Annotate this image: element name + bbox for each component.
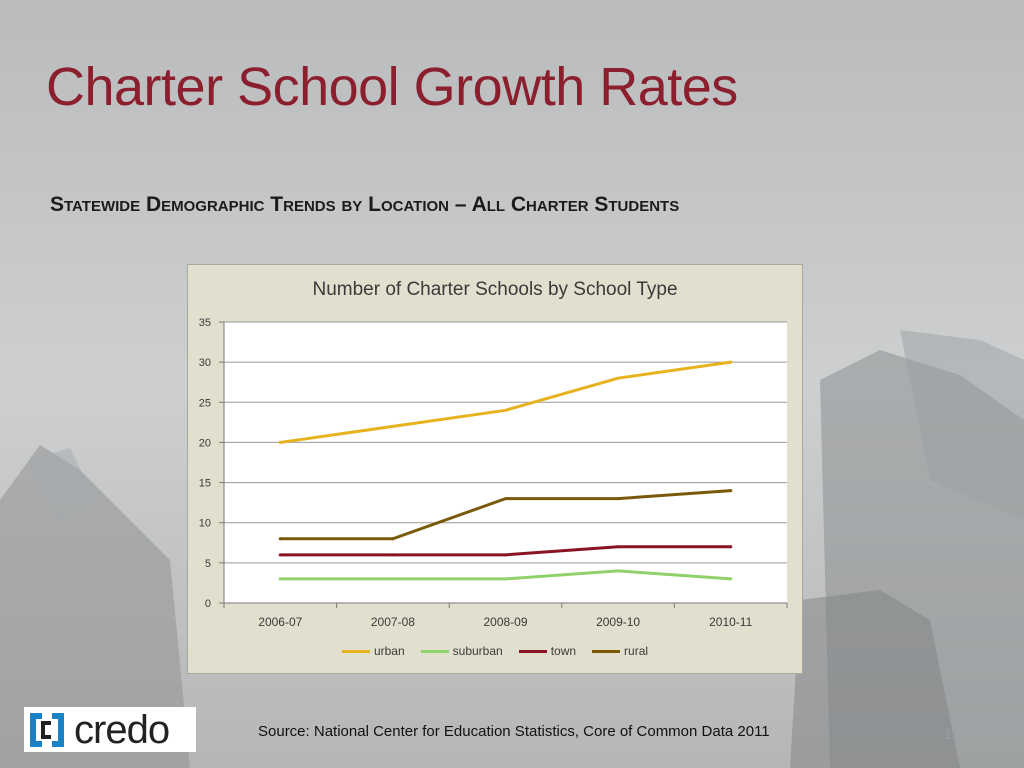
legend-swatch xyxy=(518,649,547,653)
y-tick-label: 30 xyxy=(199,357,211,369)
legend-label: rural xyxy=(624,644,649,658)
data-point-rural xyxy=(391,537,395,541)
slide-title: Charter School Growth Rates xyxy=(46,57,738,117)
page-number: 11 xyxy=(944,726,959,742)
credo-logo-text: credo xyxy=(74,707,170,752)
legend-item-rural: rural xyxy=(592,644,648,658)
data-point-rural xyxy=(504,497,507,501)
plot-area xyxy=(224,322,787,603)
data-point-rural xyxy=(729,489,733,493)
chart-panel: 0 5 10 15 20 25 30 35 2006-07 2007-08 2008-09 2009-… xyxy=(187,264,803,674)
data-point-town xyxy=(504,553,507,557)
data-point-urban xyxy=(616,376,620,380)
y-tick-label: 5 xyxy=(205,558,211,570)
data-point-urban xyxy=(391,424,395,428)
data-point-urban xyxy=(729,360,733,364)
data-point-suburban xyxy=(616,569,620,573)
legend-label: town xyxy=(550,644,577,658)
legend-label: suburban xyxy=(452,644,503,658)
data-point-suburban xyxy=(729,577,733,581)
y-tick-label: 20 xyxy=(199,437,211,449)
data-point-town xyxy=(729,545,733,549)
legend-swatch xyxy=(420,649,449,653)
data-point-town xyxy=(278,553,282,557)
line-chart: 0 5 10 15 20 25 30 35 2006-07 2007-08 2008-09 2009-… xyxy=(199,317,788,629)
legend-item-town: town xyxy=(518,644,577,658)
x-tick-label: 2010-11 xyxy=(709,615,752,629)
x-tick-label: 2006-07 xyxy=(258,615,302,629)
source-note: Source: National Center for Education St… xyxy=(258,723,770,740)
data-point-rural xyxy=(278,537,282,541)
chart-title: Number of Charter Schools by School Type xyxy=(312,279,678,300)
legend-label: urban xyxy=(373,644,405,658)
data-point-urban xyxy=(504,408,507,412)
data-point-town xyxy=(616,545,620,549)
credo-logo-mark-icon xyxy=(28,710,66,749)
chart-legend: urban suburban town rural xyxy=(188,644,802,658)
credo-logo: credo xyxy=(24,707,196,752)
y-tick-label: 35 xyxy=(199,317,211,329)
data-point-town xyxy=(391,553,395,557)
data-point-rural xyxy=(616,497,620,501)
y-tick-label: 10 xyxy=(199,518,211,530)
data-point-suburban xyxy=(278,577,282,581)
legend-item-urban: urban xyxy=(341,644,405,658)
legend-swatch xyxy=(341,649,370,653)
data-point-urban xyxy=(278,440,282,444)
y-tick-label: 25 xyxy=(199,397,211,409)
slide-subtitle: Statewide Demographic Trends by Location… xyxy=(50,193,680,216)
x-tick-label: 2008-09 xyxy=(483,615,527,629)
legend-item-suburban: suburban xyxy=(420,644,503,658)
y-tick-label: 0 xyxy=(205,598,211,610)
data-point-suburban xyxy=(504,577,507,581)
y-tick-label: 15 xyxy=(199,478,211,490)
x-tick-label: 2007-08 xyxy=(371,615,415,629)
data-point-suburban xyxy=(391,577,395,581)
x-tick-label: 2009-10 xyxy=(596,615,640,629)
legend-swatch xyxy=(592,649,621,653)
